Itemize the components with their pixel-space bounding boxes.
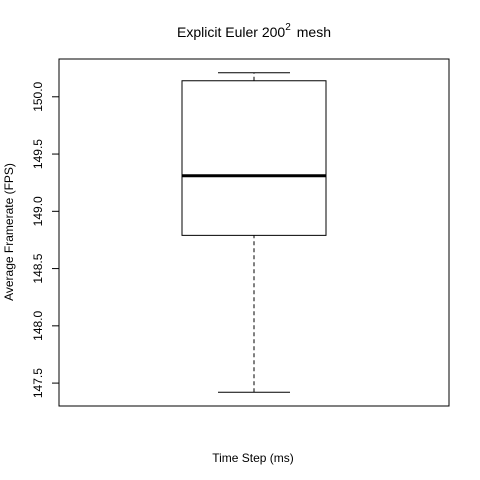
- y-tick-label-2: 148.5: [31, 253, 45, 283]
- chart-title-superscript: 2: [285, 22, 291, 33]
- chart-title-main: Explicit Euler 200: [177, 24, 285, 40]
- y-tick-label-0: 147.5: [31, 368, 45, 398]
- y-tick-label-3: 149.0: [31, 196, 45, 226]
- y-axis-label: Average Framerate (FPS): [2, 163, 16, 301]
- y-tick-label-1: 148.0: [31, 310, 45, 340]
- chart-title-suffix: mesh: [297, 24, 331, 40]
- box-element: [181, 72, 327, 393]
- y-tick-label-5: 150.0: [31, 81, 45, 111]
- y-tick-label-4: 149.5: [31, 139, 45, 169]
- x-axis-label: Time Step (ms): [212, 451, 294, 465]
- y-axis: 147.5 148.0 148.5 149.0 149.5 150.0: [31, 81, 60, 398]
- chart-title: Explicit Euler 2002 mesh: [177, 22, 331, 40]
- iqr-box: [181, 80, 327, 236]
